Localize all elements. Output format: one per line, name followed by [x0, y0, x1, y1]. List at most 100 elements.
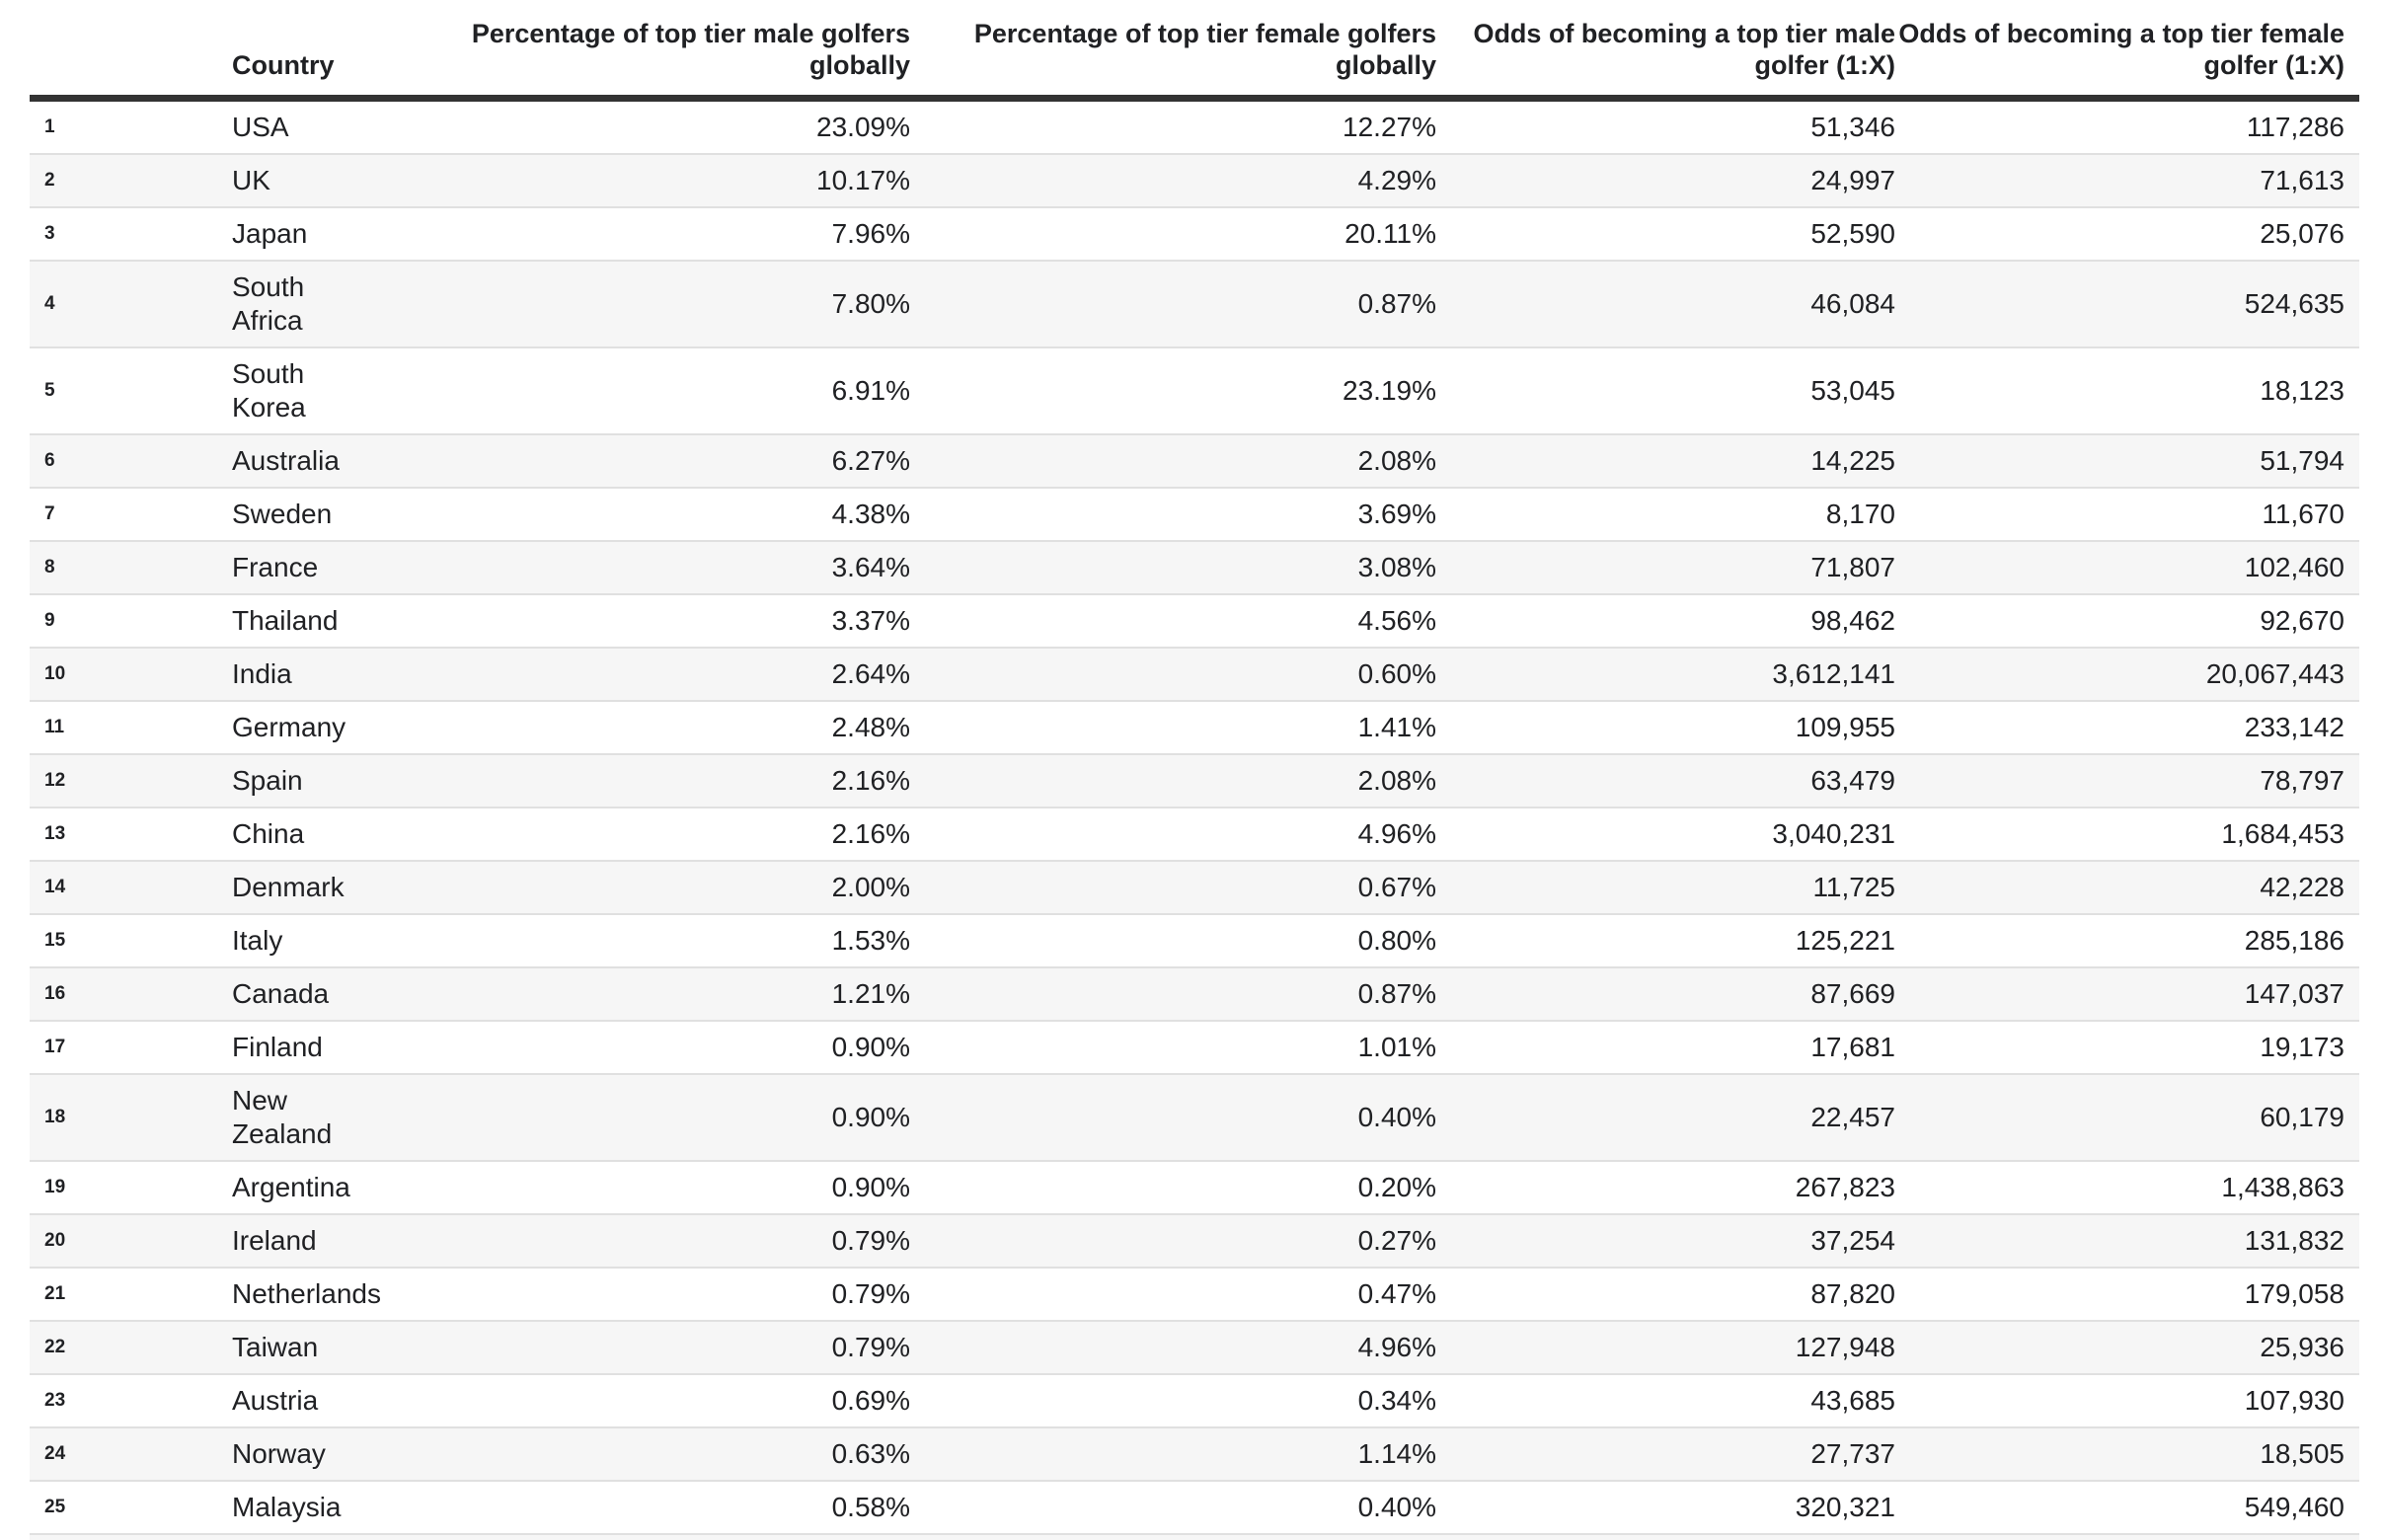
- odds-female-cell: 107,930: [1898, 1374, 2359, 1428]
- odds-male-cell: 22,457: [1439, 1074, 1898, 1162]
- odds-male-cell: 27,737: [1439, 1427, 1898, 1482]
- country-cell: Japan: [232, 207, 469, 262]
- female-percent-cell: 0.40%: [913, 1074, 1439, 1162]
- rank-cell: 19: [30, 1161, 232, 1215]
- rank-cell: 12: [30, 754, 232, 808]
- table-row: 11 Germany 2.48% 1.41% 109,955 233,142: [30, 701, 2359, 755]
- country-cell: Canada: [232, 967, 469, 1022]
- female-percent-cell: 2.08%: [913, 754, 1439, 808]
- country-cell: India: [232, 648, 469, 702]
- female-percent-cell: 3.69%: [913, 488, 1439, 542]
- golf-odds-table: Country Percentage of top tier male golf…: [30, 0, 2359, 1535]
- country-cell: Netherlands: [232, 1268, 469, 1322]
- male-percent-cell: 0.79%: [469, 1321, 913, 1375]
- odds-male-cell: 52,590: [1439, 207, 1898, 262]
- table-row: 18 New Zealand 0.90% 0.40% 22,457 60,179: [30, 1074, 2359, 1162]
- odds-male-cell: 24,997: [1439, 154, 1898, 208]
- male-percent-cell: 2.16%: [469, 808, 913, 862]
- female-percent-cell: 0.67%: [913, 861, 1439, 915]
- rank-cell: 8: [30, 541, 232, 595]
- country-cell: Denmark: [232, 861, 469, 915]
- header-male-percent: Percentage of top tier male golfers glob…: [469, 0, 913, 102]
- table-row: 15 Italy 1.53% 0.80% 125,221 285,186: [30, 914, 2359, 968]
- male-percent-cell: 23.09%: [469, 98, 913, 155]
- table-body: 1 USA 23.09% 12.27% 51,346 117,286 2 UK 10.17% 4.…: [30, 98, 2359, 1535]
- country-cell: South Korea: [232, 347, 469, 435]
- male-percent-cell: 0.90%: [469, 1161, 913, 1215]
- male-percent-cell: 1.21%: [469, 967, 913, 1022]
- country-cell: Germany: [232, 701, 469, 755]
- female-percent-cell: 0.60%: [913, 648, 1439, 702]
- rank-cell: 13: [30, 808, 232, 862]
- country-cell: Sweden: [232, 488, 469, 542]
- female-percent-cell: 2.08%: [913, 434, 1439, 489]
- odds-female-cell: 25,936: [1898, 1321, 2359, 1375]
- table-row: 20 Ireland 0.79% 0.27% 37,254 131,832: [30, 1214, 2359, 1269]
- odds-female-cell: 11,670: [1898, 488, 2359, 542]
- odds-male-cell: 8,170: [1439, 488, 1898, 542]
- male-percent-cell: 2.48%: [469, 701, 913, 755]
- odds-female-cell: 92,670: [1898, 594, 2359, 649]
- country-cell: Spain: [232, 754, 469, 808]
- odds-female-cell: 20,067,443: [1898, 648, 2359, 702]
- male-percent-cell: 0.58%: [469, 1481, 913, 1535]
- table-row: 4 South Africa 7.80% 0.87% 46,084 524,635: [30, 261, 2359, 348]
- odds-female-cell: 78,797: [1898, 754, 2359, 808]
- country-cell: Austria: [232, 1374, 469, 1428]
- rank-cell: 1: [30, 98, 232, 155]
- odds-male-cell: 53,045: [1439, 347, 1898, 435]
- male-percent-cell: 0.79%: [469, 1214, 913, 1269]
- female-percent-cell: 0.27%: [913, 1214, 1439, 1269]
- odds-female-cell: 1,438,863: [1898, 1161, 2359, 1215]
- female-percent-cell: 4.96%: [913, 808, 1439, 862]
- odds-female-cell: 131,832: [1898, 1214, 2359, 1269]
- table-row: 9 Thailand 3.37% 4.56% 98,462 92,670: [30, 594, 2359, 649]
- odds-male-cell: 267,823: [1439, 1161, 1898, 1215]
- odds-male-cell: 11,725: [1439, 861, 1898, 915]
- female-percent-cell: 23.19%: [913, 347, 1439, 435]
- odds-female-cell: 549,460: [1898, 1481, 2359, 1535]
- odds-female-cell: 42,228: [1898, 861, 2359, 915]
- country-cell: USA: [232, 98, 469, 155]
- table-row: 24 Norway 0.63% 1.14% 27,737 18,505: [30, 1427, 2359, 1482]
- male-percent-cell: 2.16%: [469, 754, 913, 808]
- male-percent-cell: 4.38%: [469, 488, 913, 542]
- female-percent-cell: 20.11%: [913, 207, 1439, 262]
- rank-cell: 10: [30, 648, 232, 702]
- table-row: 6 Australia 6.27% 2.08% 14,225 51,794: [30, 434, 2359, 489]
- odds-female-cell: 233,142: [1898, 701, 2359, 755]
- table-row: 8 France 3.64% 3.08% 71,807 102,460: [30, 541, 2359, 595]
- rank-cell: 21: [30, 1268, 232, 1322]
- odds-male-cell: 87,820: [1439, 1268, 1898, 1322]
- male-percent-cell: 7.80%: [469, 261, 913, 348]
- table-row: 2 UK 10.17% 4.29% 24,997 71,613: [30, 154, 2359, 208]
- male-percent-cell: 10.17%: [469, 154, 913, 208]
- odds-male-cell: 37,254: [1439, 1214, 1898, 1269]
- country-cell: Thailand: [232, 594, 469, 649]
- odds-male-cell: 71,807: [1439, 541, 1898, 595]
- rank-cell: 22: [30, 1321, 232, 1375]
- male-percent-cell: 2.64%: [469, 648, 913, 702]
- country-cell: Finland: [232, 1021, 469, 1075]
- rank-cell: 20: [30, 1214, 232, 1269]
- country-cell: South Africa: [232, 261, 469, 348]
- female-percent-cell: 4.56%: [913, 594, 1439, 649]
- odds-female-cell: 179,058: [1898, 1268, 2359, 1322]
- odds-female-cell: 117,286: [1898, 98, 2359, 155]
- male-percent-cell: 0.69%: [469, 1374, 913, 1428]
- table-row: 23 Austria 0.69% 0.34% 43,685 107,930: [30, 1374, 2359, 1428]
- rank-cell: 23: [30, 1374, 232, 1428]
- header-rank: [30, 0, 232, 102]
- odds-male-cell: 43,685: [1439, 1374, 1898, 1428]
- odds-female-cell: 25,076: [1898, 207, 2359, 262]
- rank-cell: 15: [30, 914, 232, 968]
- rank-cell: 17: [30, 1021, 232, 1075]
- country-cell: Malaysia: [232, 1481, 469, 1535]
- country-cell: Norway: [232, 1427, 469, 1482]
- header-country: Country: [232, 0, 469, 102]
- male-percent-cell: 6.91%: [469, 347, 913, 435]
- female-percent-cell: 0.80%: [913, 914, 1439, 968]
- female-percent-cell: 0.87%: [913, 261, 1439, 348]
- odds-female-cell: 102,460: [1898, 541, 2359, 595]
